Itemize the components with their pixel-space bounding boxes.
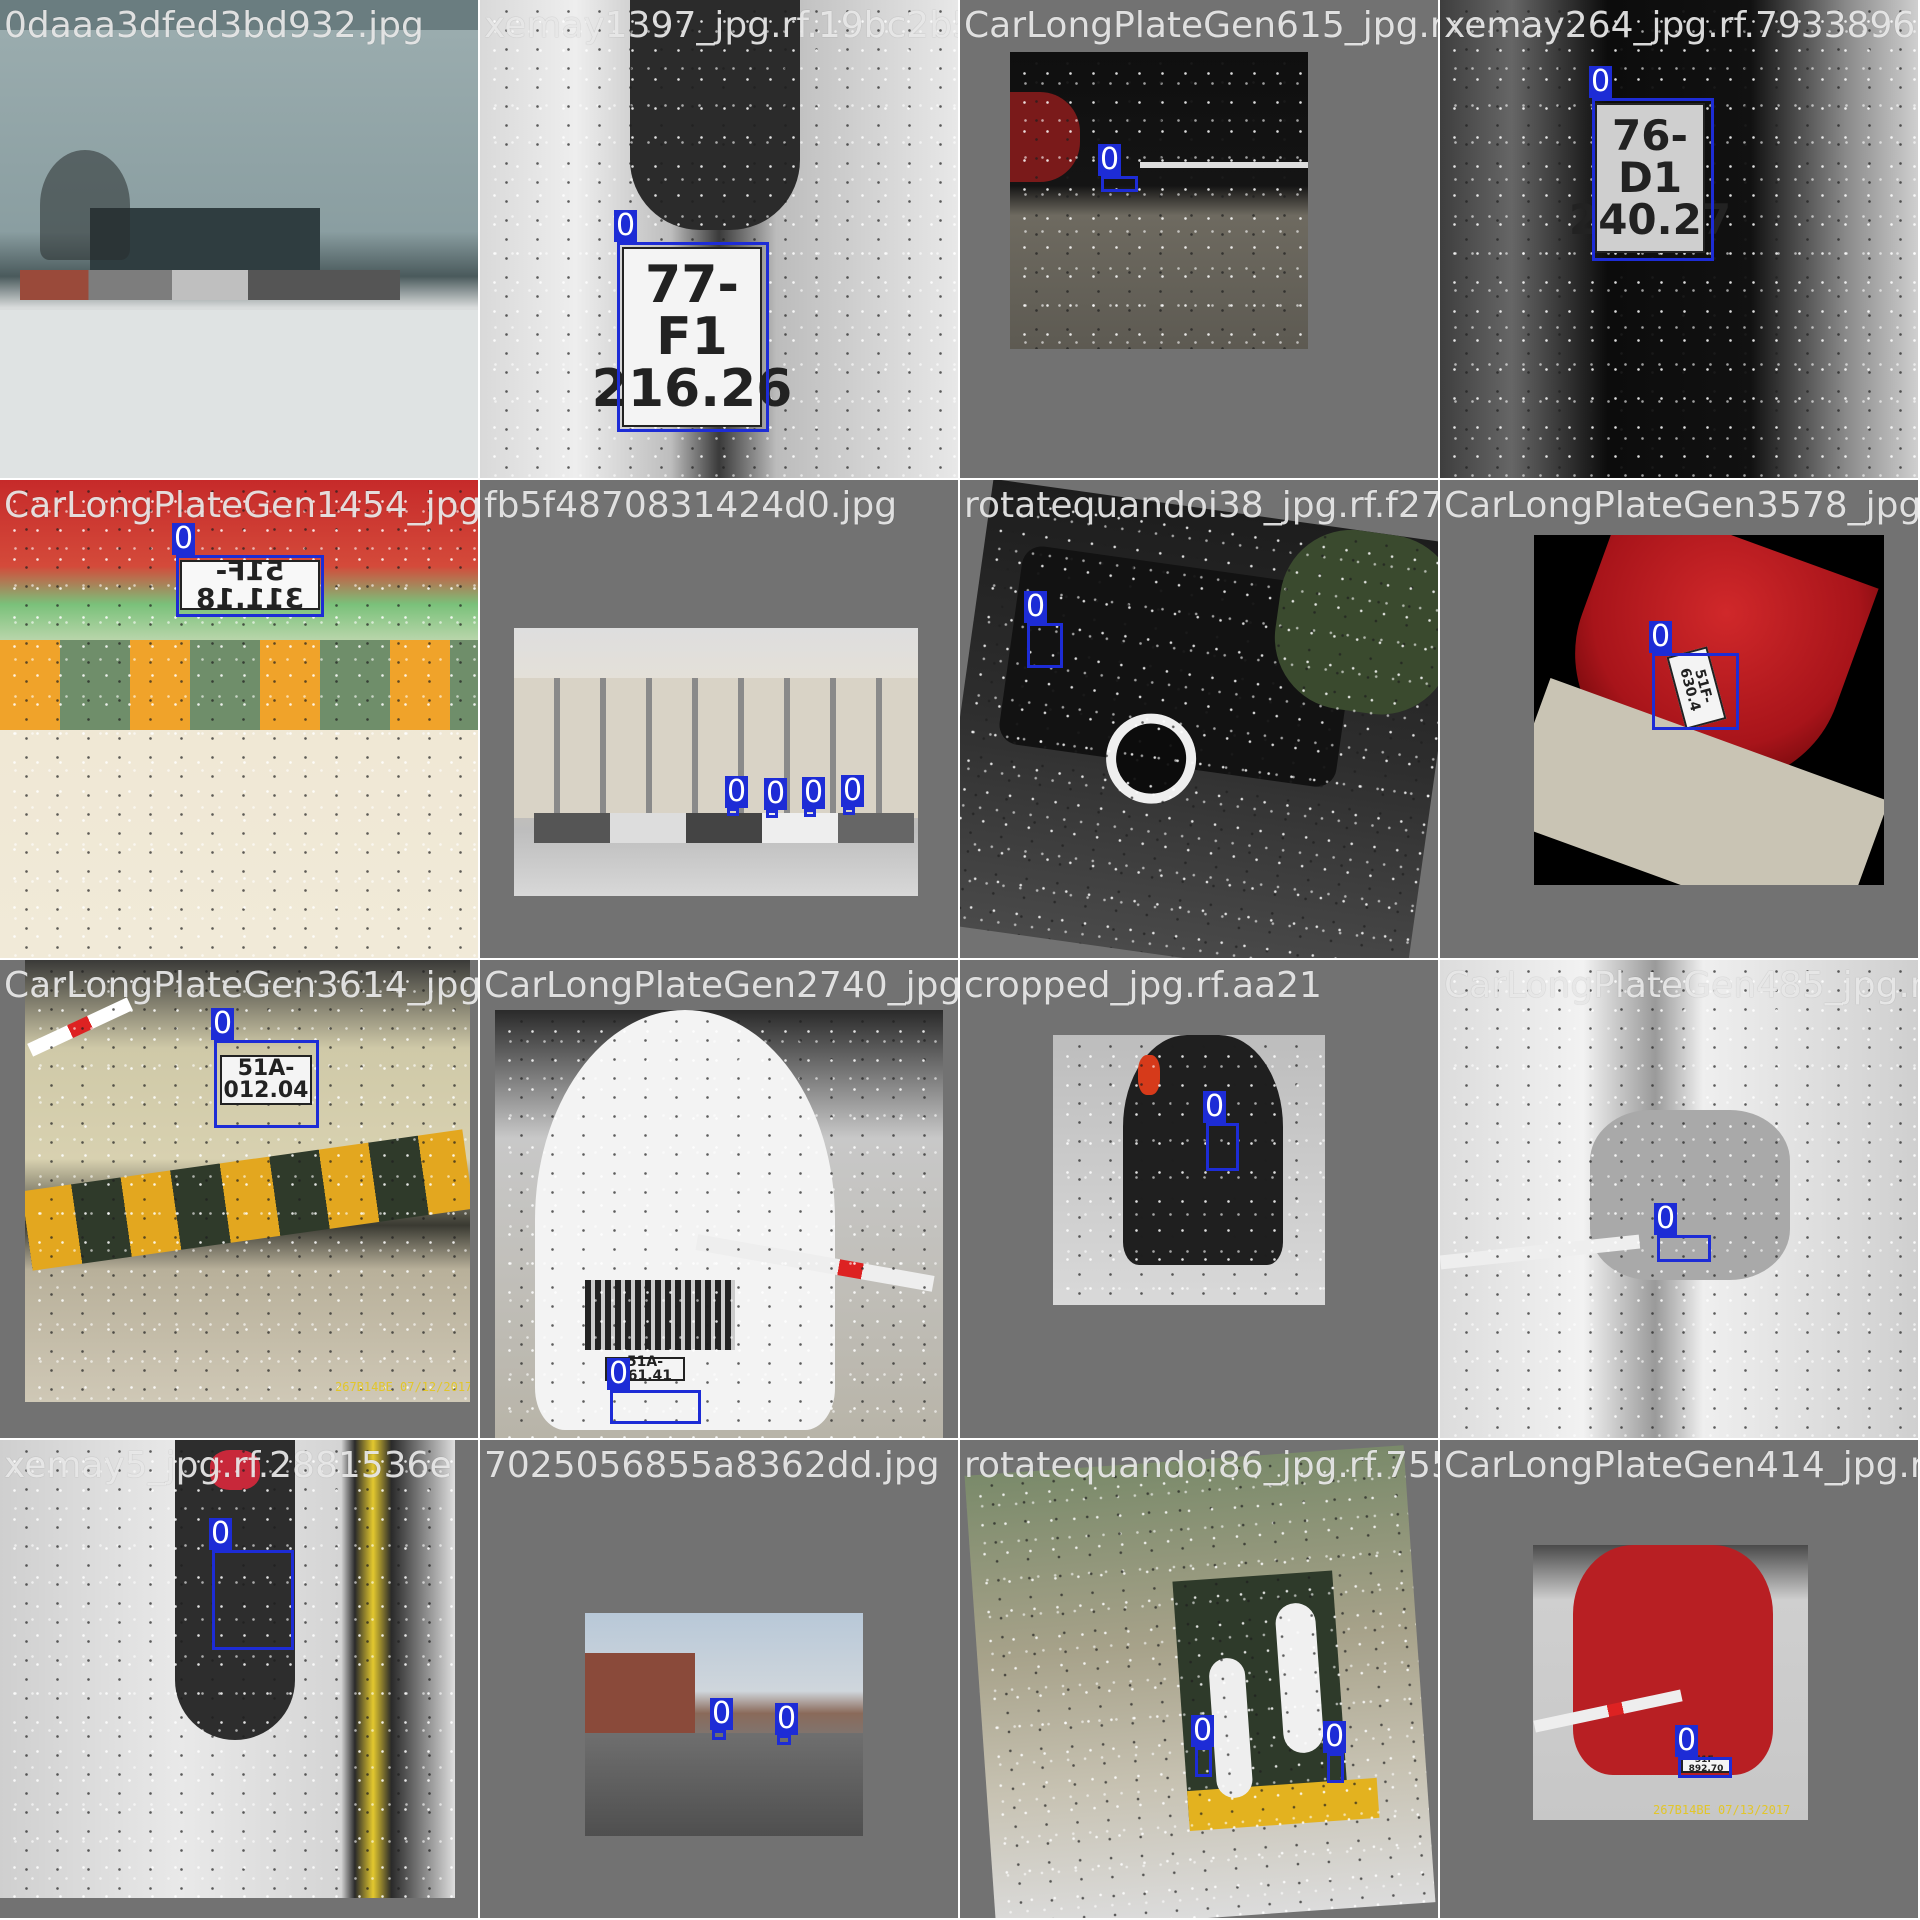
detection-label: 0 xyxy=(841,773,865,808)
car-photo xyxy=(1440,960,1918,1438)
road xyxy=(585,1733,863,1836)
mosaic-tile: 51F-892.70 267B14BE 07/13/2017 0 CarLong… xyxy=(1440,1440,1918,1918)
detection-box xyxy=(1101,176,1138,192)
tile-caption: CarLongPlateGen414_jpg.rf.d56 xyxy=(1444,1445,1918,1486)
red-car xyxy=(1573,1545,1773,1775)
detection-label: 0 xyxy=(1098,142,1122,177)
detection-box xyxy=(1327,1753,1344,1783)
tile-caption: 7025056855a8362dd.jpg xyxy=(484,1445,940,1486)
mosaic-tile: 77-F1 216.26 0 xemay1397_jpg.rf.19bc2b5b xyxy=(480,0,958,478)
detection-label: 0 xyxy=(725,774,749,809)
detection-label: 0 xyxy=(1323,1719,1347,1754)
tile-caption: cropped_jpg.rf.aa21 xyxy=(964,965,1322,1006)
detection-label: 0 xyxy=(172,521,196,556)
street-photo xyxy=(0,30,478,478)
red-car xyxy=(1010,92,1080,182)
mosaic-tile: 0 0 7025056855a8362dd.jpg xyxy=(480,1440,958,1918)
detection-label: 0 xyxy=(607,1356,631,1391)
motorbike-photo xyxy=(0,1440,455,1898)
detection-box xyxy=(777,1735,791,1745)
mosaic-tile: 0daaa3dfed3bd932.jpg xyxy=(0,0,478,478)
license-plate: 51A-012.04 xyxy=(220,1055,312,1105)
detection-box xyxy=(766,810,778,818)
barrier xyxy=(27,997,133,1057)
detection-label: 0 xyxy=(775,1701,799,1736)
car-photo: 51A-961.41 xyxy=(495,1010,943,1438)
detection-box xyxy=(1592,98,1714,261)
mosaic-tile: 0 0 rotatequandoi86_jpg.rf.7556 xyxy=(960,1440,1438,1918)
detection-box xyxy=(176,555,324,617)
car-photo: 51F-630.4 xyxy=(1534,535,1884,885)
tile-caption: CarLongPlateGen3578_jpg.r xyxy=(1444,485,1918,526)
detection-label: 0 xyxy=(1649,619,1673,654)
mosaic-tile: 51A-012.04 267B14BE 07/12/2017 0 CarLong… xyxy=(0,960,478,1438)
detection-label: 0 xyxy=(1191,1713,1215,1748)
detection-box xyxy=(617,242,769,432)
tail-light xyxy=(210,1450,260,1490)
buildings xyxy=(585,1653,695,1733)
detection-box xyxy=(1678,1757,1732,1778)
mosaic-tile: 76-D1 240.27 0 xemay264_jpg.rf.79338961 xyxy=(1440,0,1918,478)
detection-box xyxy=(610,1390,701,1424)
car-photo: 51F-311.18 xyxy=(0,480,478,958)
detection-label: 0 xyxy=(209,1516,233,1551)
car-photo: 51A-012.04 267B14BE 07/12/2017 xyxy=(25,960,470,1402)
truck-photo xyxy=(964,1445,1436,1918)
tile-caption: CarLongPlateGen2740_jpg.rf.8 xyxy=(484,965,958,1006)
mosaic-tile: 0 rotatequandoi38_jpg.rf.f2752 xyxy=(960,480,1438,958)
mosaic-tile: 51F-311.18 0 CarLongPlateGen1454_jpg.rf xyxy=(0,480,478,958)
license-plate: 76-D1 240.27 xyxy=(1569,103,1731,253)
car-grille xyxy=(585,1280,735,1350)
detection-box xyxy=(712,1730,726,1740)
timestamp-overlay: 267B14BE 07/12/2017 xyxy=(335,1380,470,1394)
detection-box xyxy=(1657,1235,1711,1262)
detection-label: 0 xyxy=(1203,1089,1227,1124)
mosaic-tile: 0 CarLongPlateGen485_jpg.rf xyxy=(1440,960,1918,1438)
detection-label: 0 xyxy=(1654,1201,1678,1236)
street-photo xyxy=(514,628,918,896)
motorbike-rear xyxy=(630,0,800,230)
parked-cars xyxy=(20,270,400,300)
detection-label: 0 xyxy=(1675,1723,1699,1758)
detection-label: 0 xyxy=(802,775,826,810)
detection-box xyxy=(1652,653,1739,730)
speed-bump xyxy=(0,640,478,730)
tree xyxy=(40,150,130,260)
timestamp-overlay: 267B14BE 07/13/2017 xyxy=(1653,1803,1791,1817)
detection-label: 0 xyxy=(614,208,638,243)
detection-box xyxy=(727,808,739,816)
mosaic-tile: 51F-630.4 0 CarLongPlateGen3578_jpg.r xyxy=(1440,480,1918,958)
detection-label: 0 xyxy=(1589,64,1613,99)
detection-box xyxy=(843,807,855,815)
snow-ground xyxy=(0,310,478,478)
mosaic-tile: 51A-961.41 0 CarLongPlateGen2740_jpg.rf.… xyxy=(480,960,958,1438)
tile-caption: fb5f4870831424d0.jpg xyxy=(484,485,898,526)
mosaic-tile: 0 xemay5_jpg.rf.2881536e xyxy=(0,1440,478,1918)
car-photo xyxy=(1053,1035,1325,1305)
license-plate: 77-F1 216.26 xyxy=(592,247,792,427)
tile-caption: CarLongPlateGen615_jpg.rf. xyxy=(964,5,1438,46)
speed-bump xyxy=(25,1129,470,1271)
detection-label: 0 xyxy=(211,1006,235,1041)
detection-box xyxy=(1195,1747,1212,1777)
mosaic-tile: 0 0 0 0 fb5f4870831424d0.jpg xyxy=(480,480,958,958)
tail-light xyxy=(1138,1055,1160,1095)
detection-box xyxy=(1027,623,1063,668)
car-photo xyxy=(1010,52,1308,349)
detection-label: 0 xyxy=(710,1696,734,1731)
mosaic-tile: 0 CarLongPlateGen615_jpg.rf. xyxy=(960,0,1438,478)
detection-box xyxy=(1206,1123,1239,1171)
car-photo: 51F-892.70 267B14BE 07/13/2017 xyxy=(1533,1545,1808,1820)
parked-cars xyxy=(534,813,914,843)
detection-label: 0 xyxy=(764,776,788,811)
detection-box xyxy=(212,1550,294,1650)
detection-box xyxy=(214,1040,319,1128)
detection-box xyxy=(804,809,816,817)
mosaic-tile: 0 cropped_jpg.rf.aa21 xyxy=(960,960,1438,1438)
white-car xyxy=(535,1010,835,1430)
detection-label: 0 xyxy=(1024,589,1048,624)
truck-photo xyxy=(960,480,1438,958)
barrier xyxy=(1140,162,1308,168)
